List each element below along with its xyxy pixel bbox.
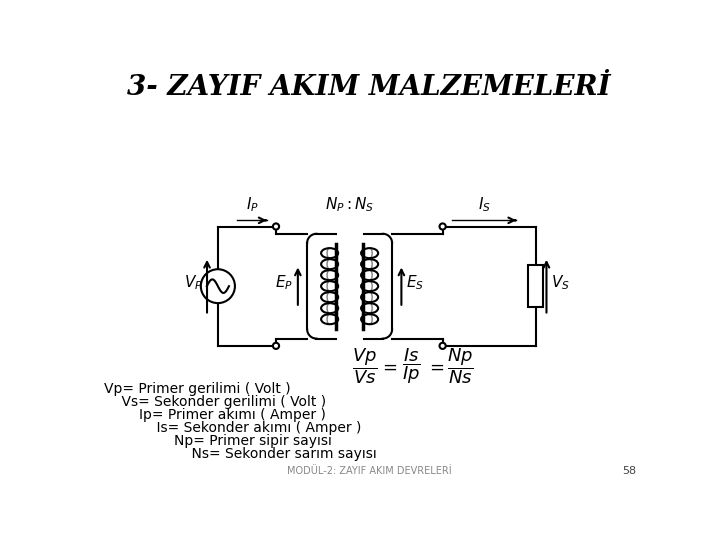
- Text: $V_P$: $V_P$: [184, 273, 202, 292]
- Text: Ns= Sekonder sarım sayısı: Ns= Sekonder sarım sayısı: [104, 448, 377, 462]
- Circle shape: [273, 343, 279, 349]
- Text: Np= Primer sipir sayısı: Np= Primer sipir sayısı: [104, 434, 332, 448]
- Text: 3- ZAYIF AKIM MALZEMELERİ: 3- ZAYIF AKIM MALZEMELERİ: [127, 74, 611, 101]
- Text: $V_S$: $V_S$: [551, 273, 570, 292]
- Text: $E_P$: $E_P$: [275, 273, 293, 292]
- Text: $I_S$: $I_S$: [477, 195, 490, 214]
- Circle shape: [439, 224, 446, 230]
- Text: Vp= Primer gerilimi ( Volt ): Vp= Primer gerilimi ( Volt ): [104, 382, 291, 396]
- Text: 58: 58: [622, 466, 636, 476]
- Text: Vs= Sekonder gerilimi ( Volt ): Vs= Sekonder gerilimi ( Volt ): [104, 395, 326, 409]
- Text: $\dfrac{Np}{Ns}$: $\dfrac{Np}{Ns}$: [447, 347, 474, 387]
- Circle shape: [273, 224, 279, 230]
- Text: $=$: $=$: [379, 357, 397, 376]
- Text: MODÜL-2: ZAYIF AKIM DEVRELERİ: MODÜL-2: ZAYIF AKIM DEVRELERİ: [287, 466, 451, 476]
- Text: Ip= Primer akımı ( Amper ): Ip= Primer akımı ( Amper ): [104, 408, 326, 422]
- Text: $\dfrac{Vp}{Vs}$: $\dfrac{Vp}{Vs}$: [352, 347, 378, 387]
- Circle shape: [201, 269, 235, 303]
- Bar: [528, 265, 544, 307]
- Text: $=$: $=$: [426, 357, 444, 376]
- Text: $\dfrac{Is}{Ip}$: $\dfrac{Is}{Ip}$: [402, 347, 421, 387]
- Text: $N_P : N_S$: $N_P : N_S$: [325, 195, 374, 214]
- Text: $E_S$: $E_S$: [406, 273, 424, 292]
- Circle shape: [439, 343, 446, 349]
- Text: Is= Sekonder akımı ( Amper ): Is= Sekonder akımı ( Amper ): [104, 421, 361, 435]
- Text: $I_P$: $I_P$: [246, 195, 258, 214]
